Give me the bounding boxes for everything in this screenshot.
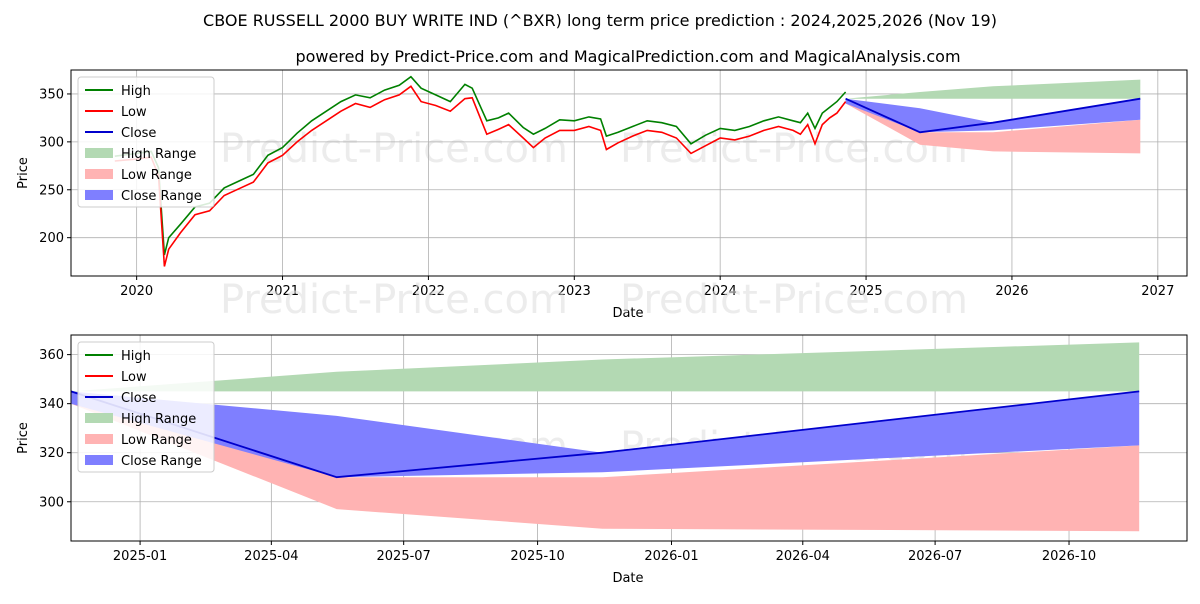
x-tick-label: 2025-10: [510, 549, 564, 564]
y-tick-label: 250: [39, 183, 64, 198]
close-range-area: [845, 98, 1141, 133]
y-tick-label: 320: [39, 446, 64, 461]
top-chart-ticks: 2020 2021 2022 2023 2024 2025 2026 2027 200 250 30…: [39, 87, 1174, 299]
x-tick-label: 2027: [1141, 284, 1174, 299]
close-range-area: [71, 391, 1140, 478]
top-chart-ranges: [845, 79, 1141, 154]
bottom-legend: High Low Close High Range Low Range Close Ran…: [77, 341, 215, 473]
high-history-line: [114, 75, 847, 256]
legend-patch-swatch: [85, 434, 113, 444]
y-tick-label: 350: [39, 87, 64, 102]
legend-label: Low: [121, 105, 147, 120]
watermark-text: Predict-Price.com: [220, 277, 568, 323]
low-history-line: [114, 85, 847, 267]
legend-label: High: [121, 349, 151, 364]
top-chart-grid: [71, 70, 1187, 276]
x-tick-label: 2022: [412, 284, 445, 299]
legend-label: High Range: [121, 147, 196, 162]
legend-label: Close Range: [121, 454, 202, 469]
bottom-chart: Predict-Price.com Predict-Price.com 2025…: [16, 334, 1188, 586]
high-range-area: [845, 79, 1141, 99]
x-tick-label: 2026: [995, 284, 1028, 299]
legend-patch-swatch: [85, 190, 113, 200]
legend-label: Close: [121, 391, 156, 406]
legend-patch-swatch: [85, 413, 113, 423]
y-tick-label: 200: [39, 231, 64, 246]
watermark-text: Predict-Price.com: [220, 126, 568, 172]
bottom-chart-ticks: 2025-01 2025-04 2025-07 2025-10 2026-01 2026-…: [39, 348, 1096, 564]
top-legend: High Low Close High Range Low Range Close Ran…: [77, 76, 215, 208]
x-tick-label: 2025-04: [244, 549, 298, 564]
low-range-area: [71, 391, 1140, 532]
legend-patch-swatch: [85, 169, 113, 179]
legend-patch-swatch: [85, 148, 113, 158]
bottom-x-axis-label: Date: [612, 571, 643, 586]
top-chart-series: [114, 75, 1141, 267]
bottom-chart-frame: [70, 334, 1188, 542]
low-range-area: [845, 98, 1141, 154]
legend-label: Low: [121, 370, 147, 385]
y-tick-label: 300: [39, 495, 64, 510]
legend-label: Low Range: [121, 433, 192, 448]
x-tick-label: 2026-10: [1042, 549, 1096, 564]
legend-label: Close Range: [121, 189, 202, 204]
chart-title: CBOE RUSSELL 2000 BUY WRITE IND (^BXR) l…: [203, 11, 997, 30]
x-tick-label: 2025: [850, 284, 883, 299]
top-chart: Predict-Price.com Predict-Price.com 2020…: [16, 69, 1188, 321]
x-tick-label: 2026-04: [776, 549, 830, 564]
x-tick-label: 2020: [120, 284, 153, 299]
legend-label: Close: [121, 126, 156, 141]
y-tick-label: 300: [39, 135, 64, 150]
watermark-text: Predict-Price.com: [620, 277, 968, 323]
top-chart-watermarks: Predict-Price.com Predict-Price.com: [220, 126, 968, 172]
legend-label: High Range: [121, 412, 196, 427]
legend-label: High: [121, 84, 151, 99]
legend-patch-swatch: [85, 455, 113, 465]
high-range-area: [71, 342, 1140, 392]
bottom-chart-ranges: [71, 342, 1140, 532]
chart-subtitle: powered by Predict-Price.com and Magical…: [295, 47, 960, 66]
x-tick-label: 2026-07: [908, 549, 962, 564]
x-tick-label: 2024: [704, 284, 737, 299]
x-tick-label: 2025-01: [113, 549, 167, 564]
y-tick-label: 360: [39, 348, 64, 363]
top-chart-frame: [70, 69, 1188, 277]
x-tick-label: 2021: [266, 284, 299, 299]
x-tick-label: 2025-07: [377, 549, 431, 564]
y-tick-label: 340: [39, 397, 64, 412]
legend-label: Low Range: [121, 168, 192, 183]
x-tick-label: 2023: [558, 284, 591, 299]
close-forecast-line: [845, 97, 1141, 134]
bottom-y-axis-label: Price: [16, 422, 31, 454]
top-x-axis-label: Date: [612, 306, 643, 321]
mid-watermarks: Predict-Price.com Predict-Price.com: [220, 277, 968, 323]
x-tick-label: 2026-01: [644, 549, 698, 564]
top-y-axis-label: Price: [16, 157, 31, 189]
